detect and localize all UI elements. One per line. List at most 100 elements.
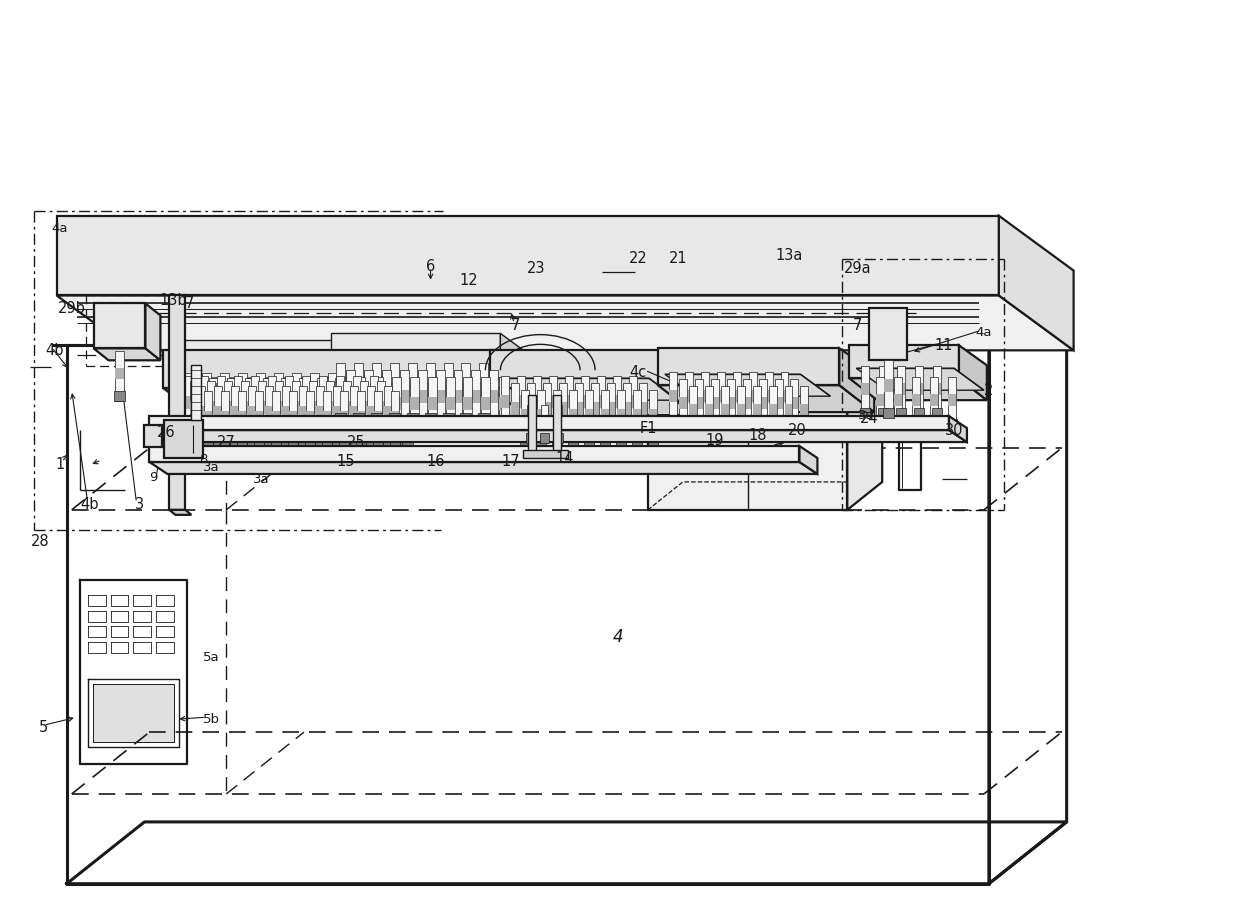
Bar <box>527 383 536 441</box>
Bar <box>688 431 698 441</box>
Bar <box>389 363 399 423</box>
Bar <box>480 363 489 423</box>
Bar <box>582 395 589 408</box>
Bar <box>291 425 303 435</box>
Bar <box>252 435 262 445</box>
Polygon shape <box>150 416 949 430</box>
Bar <box>317 399 326 413</box>
Bar <box>263 379 272 440</box>
Bar <box>216 403 226 417</box>
Bar <box>257 431 267 441</box>
Bar <box>356 397 365 410</box>
Bar <box>340 411 348 424</box>
Bar <box>678 397 687 409</box>
Bar <box>915 367 923 418</box>
Bar <box>632 438 642 448</box>
Bar <box>790 424 800 434</box>
Bar <box>216 426 226 437</box>
Bar <box>336 383 345 396</box>
Bar <box>383 437 393 446</box>
Bar <box>336 376 343 437</box>
Bar <box>274 393 283 407</box>
Bar <box>879 383 887 395</box>
Bar <box>348 440 358 450</box>
Bar <box>217 396 226 409</box>
Bar <box>247 437 257 446</box>
Bar <box>335 426 345 437</box>
Bar <box>348 437 358 446</box>
Polygon shape <box>331 334 501 365</box>
Bar <box>444 427 455 437</box>
Bar <box>244 430 255 440</box>
Bar <box>613 376 621 434</box>
Bar <box>205 391 212 451</box>
Bar <box>568 438 578 448</box>
Text: 21: 21 <box>668 251 687 267</box>
Bar <box>684 372 693 427</box>
Polygon shape <box>403 340 433 397</box>
Bar <box>274 373 283 435</box>
Bar <box>327 425 337 435</box>
Bar <box>241 388 250 450</box>
Bar <box>227 379 236 440</box>
Bar <box>622 383 631 441</box>
Bar <box>613 395 621 408</box>
Bar <box>688 386 697 441</box>
Bar <box>618 409 625 422</box>
Bar <box>427 427 438 437</box>
Bar <box>335 414 346 423</box>
Bar <box>704 431 714 441</box>
Bar <box>227 399 236 413</box>
Bar <box>765 372 773 427</box>
Bar <box>277 388 286 450</box>
Bar <box>862 383 869 395</box>
Bar <box>517 376 526 434</box>
Bar <box>668 372 677 427</box>
Bar <box>775 397 782 409</box>
Bar <box>336 363 345 423</box>
Text: 3a: 3a <box>253 473 269 486</box>
Bar <box>226 430 237 440</box>
Bar <box>471 370 480 430</box>
Bar <box>649 438 658 448</box>
Bar <box>291 381 300 441</box>
Bar <box>541 417 548 426</box>
Bar <box>749 372 756 427</box>
Bar <box>288 383 296 445</box>
Bar <box>298 437 308 446</box>
Bar <box>201 376 208 437</box>
Bar <box>717 372 724 427</box>
Bar <box>319 376 327 437</box>
Bar <box>407 414 418 423</box>
Bar <box>363 420 373 430</box>
Bar <box>403 409 412 422</box>
Bar <box>932 383 941 395</box>
Bar <box>418 370 427 430</box>
Bar <box>501 376 510 434</box>
Bar <box>552 438 562 448</box>
Bar <box>565 395 573 408</box>
Bar <box>114 351 124 402</box>
Bar <box>613 424 622 434</box>
Bar <box>305 435 316 445</box>
Bar <box>367 406 374 419</box>
Bar <box>299 406 308 419</box>
Bar <box>322 411 331 424</box>
Bar <box>370 430 381 440</box>
Bar <box>549 395 557 408</box>
Bar <box>898 367 905 418</box>
Bar <box>481 377 490 437</box>
Bar <box>527 403 536 415</box>
Polygon shape <box>497 379 678 400</box>
Bar <box>272 411 280 424</box>
Bar <box>252 376 259 437</box>
Text: 18: 18 <box>748 427 766 443</box>
Bar <box>353 396 361 409</box>
Bar <box>947 419 957 429</box>
Bar <box>727 397 734 409</box>
Polygon shape <box>501 350 541 418</box>
Bar <box>435 390 444 403</box>
Bar <box>310 393 319 407</box>
Text: 3: 3 <box>135 497 144 513</box>
Bar <box>399 420 409 430</box>
